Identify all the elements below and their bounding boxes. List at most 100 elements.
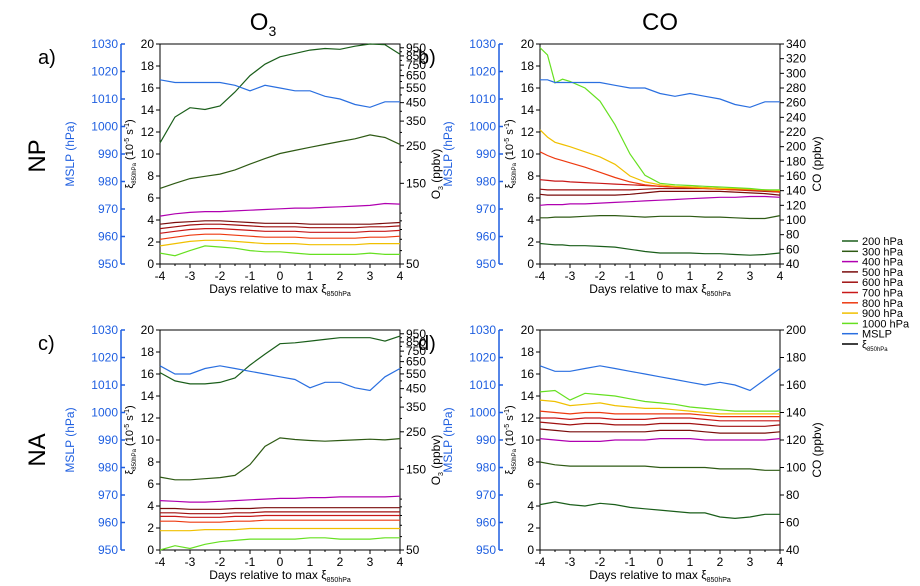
xi-tick-label-c: 2 xyxy=(147,521,154,535)
right-tick-label-a: 250 xyxy=(406,139,426,153)
x-tick-label-c: -1 xyxy=(245,555,256,569)
series-line-c-800-hpa xyxy=(160,519,400,523)
panel-letter-c: c) xyxy=(38,333,55,355)
xi-tick-label-a: 20 xyxy=(141,37,155,51)
xi-units: (10 xyxy=(124,144,136,163)
series-line-b-400-hpa xyxy=(539,195,781,206)
xi-tick-label-a: 12 xyxy=(141,125,155,139)
legend-label: 900 hPa xyxy=(862,308,904,320)
o3-label: O xyxy=(429,476,443,485)
xi-tick-label-d: 16 xyxy=(521,367,535,381)
o3-units: (ppbv) xyxy=(429,435,443,472)
row-label-na: NA xyxy=(24,433,51,466)
mslp-tick-label-b: 970 xyxy=(476,202,496,216)
xi-tick-label-d: 6 xyxy=(527,477,534,491)
x-axis-label-text: Days relative to max ξ xyxy=(209,282,327,296)
right-tick-label-c: 150 xyxy=(406,462,426,476)
mslp-tick-label-a: 1020 xyxy=(91,65,118,79)
xi-tick-label-a: 18 xyxy=(141,59,155,73)
x-axis-label-text: Days relative to max ξ xyxy=(589,568,707,582)
x-tick-label-d: -1 xyxy=(625,555,636,569)
series-line-d-1000-hpa xyxy=(539,389,780,412)
series-line-a-700-hpa xyxy=(159,228,401,234)
mslp-tick-label-c: 950 xyxy=(98,543,118,557)
series-line-b-900-hpa xyxy=(539,129,781,192)
mslp-axis-label-text: MSLP (hPa) xyxy=(63,121,77,186)
legend-label: 700 hPa xyxy=(862,288,904,300)
mslp-tick-label-a: 1000 xyxy=(91,120,118,134)
right-tick-label-b: 260 xyxy=(786,96,806,110)
xi-tick-label-c: 12 xyxy=(141,411,155,425)
x-axis-label-d: Days relative to max ξ850hPa xyxy=(589,568,731,584)
xi-tick-label-c: 10 xyxy=(141,433,155,447)
legend-label: 600 hPa xyxy=(862,277,904,289)
series-line-c-500-hpa xyxy=(160,507,400,510)
series-line-d-400-hpa xyxy=(539,438,781,442)
svg-text:O3: O3 xyxy=(250,9,277,39)
right-tick-label-d: 80 xyxy=(786,488,800,502)
right-tick-label-c: 250 xyxy=(406,425,426,439)
right-tick-label-d: 160 xyxy=(786,378,806,392)
x-tick-label-a: -4 xyxy=(155,269,166,283)
x-tick-label-c: 2 xyxy=(337,555,344,569)
right-axis-label-c: O3 (ppbv) xyxy=(429,435,445,486)
xi-tick-label-b: 16 xyxy=(521,81,535,95)
series-line-a-400-hpa xyxy=(159,202,401,217)
xi-units-close: ) xyxy=(504,405,516,409)
xi-units-close: ) xyxy=(124,119,136,123)
right-tick-label-d: 120 xyxy=(786,433,806,447)
panel-letter-b: b) xyxy=(418,47,436,69)
series-line-d-600-hpa xyxy=(539,421,781,427)
series-line-a-800-hpa xyxy=(159,233,401,240)
xi-units-exponent: -5 xyxy=(124,424,131,430)
x-tick-label-a: 3 xyxy=(367,269,374,283)
series-line-c-1000-hpa xyxy=(159,537,400,551)
right-tick-label-c: 850 xyxy=(406,335,426,349)
xi-axis-label-d: ξ850hPa (10-5 s-1) xyxy=(504,405,518,474)
right-tick-label-b: 60 xyxy=(786,242,800,256)
mslp-axis-label-text: MSLP (hPa) xyxy=(63,407,77,472)
x-tick-label-d: -2 xyxy=(595,555,606,569)
xi-units-exponent2: -1 xyxy=(504,409,511,415)
right-tick-label-a: 950 xyxy=(406,41,426,55)
legend-label: 200 hPa xyxy=(862,236,904,248)
xi-tick-label-b: 2 xyxy=(527,235,534,249)
right-axis-label-a: O3 (ppbv) xyxy=(429,149,445,200)
right-tick-label-b: 160 xyxy=(786,169,806,183)
legend-label-text: 600 hPa xyxy=(862,277,904,289)
xi-units: (10 xyxy=(124,430,136,449)
mslp-axis-label-c: MSLP (hPa) xyxy=(63,407,77,472)
legend-label: 400 hPa xyxy=(862,257,904,269)
series-line-b-800-hpa xyxy=(539,151,781,193)
series-line-d-200-hpa xyxy=(539,501,780,520)
mslp-tick-label-d: 1000 xyxy=(469,406,496,420)
series-line-b-1000-hpa xyxy=(539,47,780,191)
series-line-d-700-hpa xyxy=(540,417,780,422)
xi-units-exponent: -5 xyxy=(504,138,511,144)
xi-tick-label-d: 2 xyxy=(527,521,534,535)
xi-tick-label-a: 0 xyxy=(147,257,154,271)
right-tick-label-b: 280 xyxy=(786,81,806,95)
xi-units-exponent: -5 xyxy=(124,138,131,144)
legend-label: 800 hPa xyxy=(862,298,904,310)
xi-tick-label-b: 0 xyxy=(527,257,534,271)
mslp-tick-label-b: 990 xyxy=(476,147,496,161)
legend-label-text: MSLP xyxy=(862,329,892,341)
series-line-d-300-hpa xyxy=(539,461,780,471)
mslp-tick-label-c: 1010 xyxy=(91,378,118,392)
xi-axis-label-text: ξ850hPa (10-5 s-1) xyxy=(124,119,138,188)
xi-tick-label-b: 4 xyxy=(527,213,534,227)
right-tick-label-c: 650 xyxy=(406,355,426,369)
series-line-a-300-hpa xyxy=(159,134,401,189)
mslp-tick-label-a: 1030 xyxy=(91,37,118,51)
right-tick-label-b: 200 xyxy=(786,140,806,154)
right-tick-label-a: 450 xyxy=(406,96,426,110)
xi-tick-label-d: 0 xyxy=(527,543,534,557)
xi-units: (10 xyxy=(504,144,516,163)
x-tick-label-c: 1 xyxy=(307,555,314,569)
mslp-tick-label-b: 1000 xyxy=(469,120,496,134)
